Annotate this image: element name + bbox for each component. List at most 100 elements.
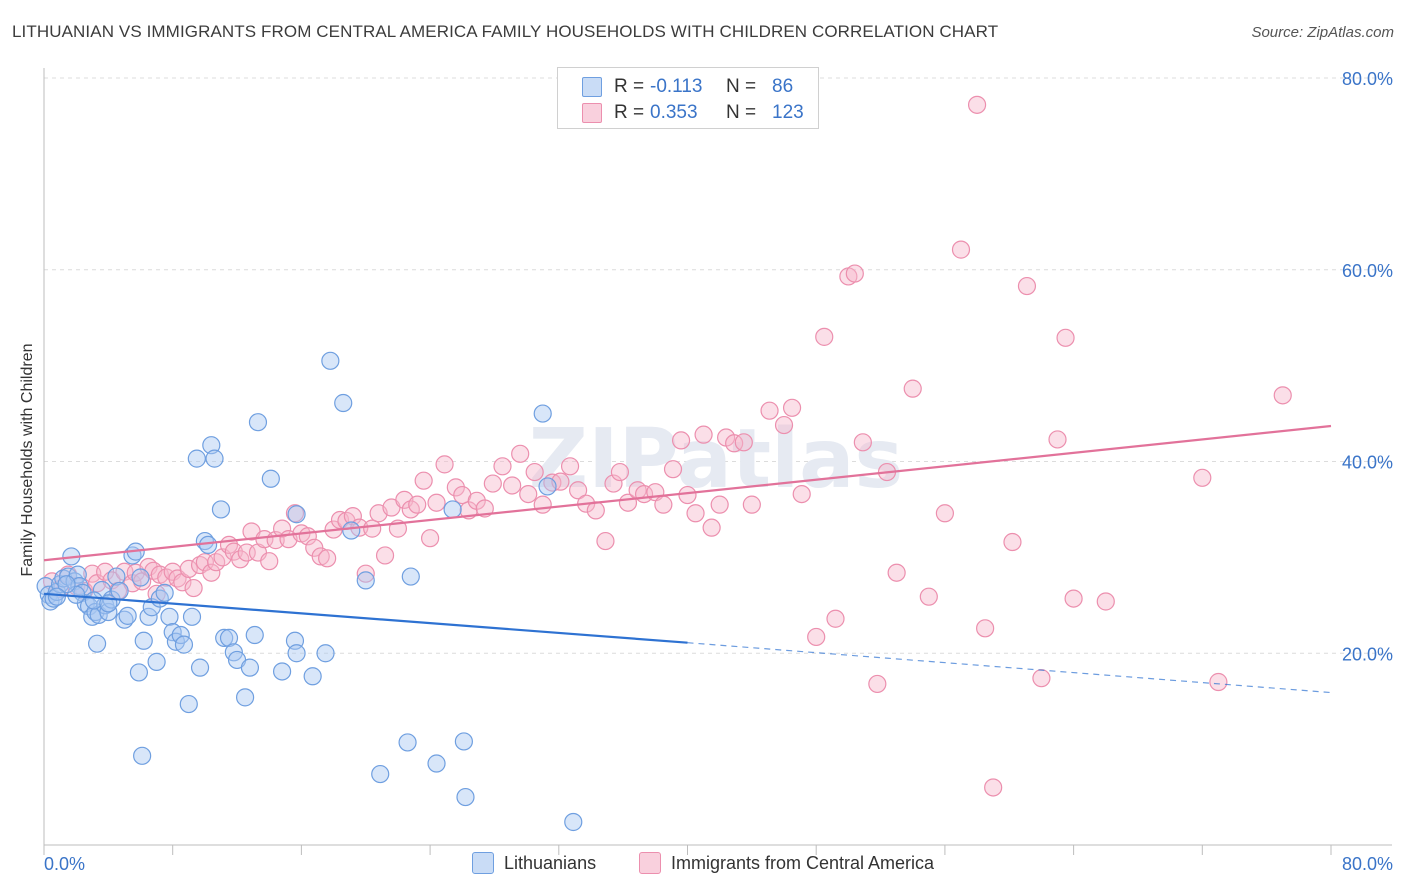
data-point-lithuanians	[398, 733, 417, 752]
data-point-central-america	[1003, 532, 1022, 552]
data-point-central-america	[533, 495, 552, 514]
data-point-lithuanians	[147, 652, 166, 671]
n-label-2: N =	[726, 102, 757, 123]
data-point-central-america	[887, 563, 906, 582]
r-value-2: 0.353	[650, 102, 698, 123]
data-point-central-america	[560, 457, 580, 476]
data-point-central-america	[1209, 672, 1228, 692]
data-point-lithuanians	[205, 449, 224, 468]
n-value-1: 86	[772, 76, 794, 97]
data-point-central-america	[742, 495, 761, 514]
data-point-lithuanians	[533, 404, 552, 423]
data-point-lithuanians	[456, 787, 475, 807]
data-point-central-america	[363, 519, 382, 538]
r-label-2: R =	[614, 102, 645, 123]
data-point-lithuanians	[160, 607, 179, 626]
data-point-central-america	[760, 401, 779, 420]
data-point-lithuanians	[179, 694, 198, 714]
trendline-lithuanians-extrapolated	[687, 642, 1332, 694]
x-tick-label: 80.0%	[1342, 854, 1393, 874]
data-point-central-america	[1032, 669, 1051, 688]
data-point-lithuanians	[443, 500, 462, 519]
data-point-central-america	[483, 474, 502, 493]
data-point-central-america	[710, 495, 729, 514]
data-point-central-america	[604, 474, 623, 493]
data-point-lithuanians	[564, 812, 583, 832]
data-point-central-america	[807, 627, 826, 647]
data-point-central-america	[519, 484, 538, 504]
data-point-lithuanians	[248, 413, 268, 432]
r-value-1: -0.113	[650, 76, 703, 97]
n-label-1: N =	[726, 76, 757, 97]
data-point-lithuanians	[356, 571, 375, 590]
data-point-lithuanians	[202, 436, 221, 455]
data-point-central-america	[503, 476, 522, 495]
legend-label-central-america: Immigrants from Central America	[671, 853, 935, 873]
data-point-central-america	[663, 460, 683, 479]
data-point-lithuanians	[182, 607, 202, 626]
data-point-central-america	[1017, 276, 1037, 296]
data-point-central-america	[260, 552, 279, 571]
data-point-central-america	[774, 415, 794, 435]
data-point-central-america	[725, 434, 744, 453]
data-point-central-america	[231, 550, 250, 569]
legend-label-lithuanians: Lithuanians	[504, 853, 597, 873]
data-point-central-america	[475, 499, 494, 518]
data-point-lithuanians	[187, 449, 206, 468]
data-point-central-america	[343, 507, 362, 526]
data-point-central-america	[686, 504, 705, 523]
data-point-central-america	[202, 563, 221, 582]
data-point-central-america	[569, 481, 588, 500]
data-point-central-america	[511, 444, 530, 463]
data-point-central-america	[408, 495, 427, 514]
trendline-central-america	[43, 424, 1332, 562]
data-point-lithuanians	[371, 764, 390, 784]
data-point-lithuanians	[107, 567, 126, 586]
data-point-central-america	[311, 547, 330, 566]
data-point-central-america	[318, 549, 337, 568]
data-point-central-america	[1048, 430, 1067, 449]
data-point-central-america	[826, 609, 845, 628]
data-point-lithuanians	[198, 535, 218, 555]
data-point-central-america	[868, 674, 887, 694]
data-point-central-america	[421, 529, 440, 548]
data-point-central-america	[935, 504, 955, 523]
data-point-lithuanians	[272, 662, 292, 681]
data-point-central-america	[285, 504, 305, 523]
data-point-lithuanians	[87, 634, 107, 653]
data-point-central-america	[272, 519, 292, 538]
data-point-central-america	[919, 587, 938, 606]
data-point-central-america	[427, 493, 446, 512]
data-point-central-america	[782, 398, 802, 417]
data-point-lithuanians	[118, 606, 137, 625]
data-point-lithuanians	[454, 732, 473, 751]
data-point-central-america	[792, 484, 811, 504]
data-point-lithuanians	[155, 583, 174, 602]
data-point-central-america	[654, 495, 673, 514]
y-tick-label: 20.0%	[1342, 644, 1393, 664]
y-tick-label: 40.0%	[1342, 453, 1393, 473]
chart-title: LITHUANIAN VS IMMIGRANTS FROM CENTRAL AM…	[12, 22, 999, 41]
data-point-central-america	[671, 431, 691, 450]
data-point-central-america	[984, 778, 1003, 797]
data-point-lithuanians	[240, 658, 260, 677]
data-point-central-america	[702, 518, 721, 537]
data-point-central-america	[596, 531, 615, 551]
data-point-lithuanians	[245, 625, 264, 645]
x-tick-label: 0.0%	[44, 854, 85, 874]
data-point-central-america	[610, 462, 630, 482]
data-point-lithuanians	[133, 746, 152, 765]
data-point-central-america	[903, 379, 922, 398]
data-point-lithuanians	[321, 351, 340, 370]
data-point-lithuanians	[47, 587, 66, 606]
data-point-lithuanians	[235, 688, 255, 707]
data-point-lithuanians	[211, 500, 231, 519]
data-point-central-america	[1193, 468, 1212, 487]
data-point-central-america	[1064, 589, 1083, 608]
source-label: Source: ZipAtlas.com	[1251, 24, 1394, 41]
data-point-central-america	[734, 433, 753, 452]
data-point-lithuanians	[538, 477, 557, 496]
data-point-lithuanians	[174, 635, 194, 654]
data-point-central-america	[694, 425, 713, 444]
